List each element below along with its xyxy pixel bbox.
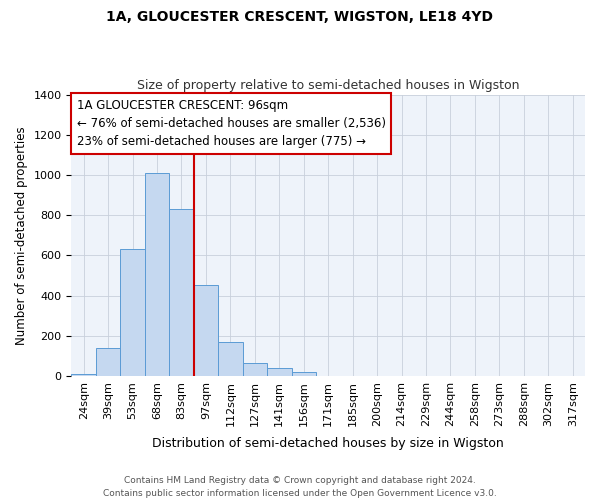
Bar (292, 372, 316, 376)
Bar (71, 374, 96, 376)
Bar (194, 286, 218, 376)
Bar (96, 348, 121, 376)
Bar (169, 209, 194, 376)
Title: Size of property relative to semi-detached houses in Wigston: Size of property relative to semi-detach… (137, 79, 520, 92)
Bar (242, 363, 267, 376)
X-axis label: Distribution of semi-detached houses by size in Wigston: Distribution of semi-detached houses by … (152, 437, 504, 450)
Bar (121, 250, 145, 376)
Text: 1A, GLOUCESTER CRESCENT, WIGSTON, LE18 4YD: 1A, GLOUCESTER CRESCENT, WIGSTON, LE18 4… (107, 10, 493, 24)
Bar (218, 342, 242, 376)
Bar (145, 173, 169, 376)
Text: Contains HM Land Registry data © Crown copyright and database right 2024.
Contai: Contains HM Land Registry data © Crown c… (103, 476, 497, 498)
Bar (267, 368, 292, 376)
Y-axis label: Number of semi-detached properties: Number of semi-detached properties (15, 126, 28, 344)
Text: 1A GLOUCESTER CRESCENT: 96sqm
← 76% of semi-detached houses are smaller (2,536)
: 1A GLOUCESTER CRESCENT: 96sqm ← 76% of s… (77, 99, 386, 148)
